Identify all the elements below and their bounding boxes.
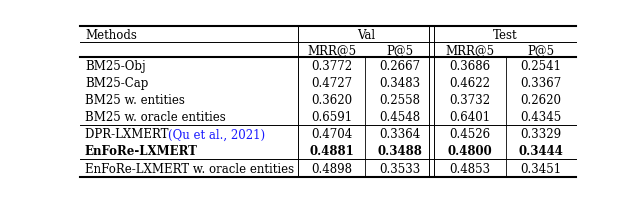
Text: 0.4881: 0.4881 xyxy=(309,145,354,158)
Text: BM25-Obj: BM25-Obj xyxy=(85,60,145,73)
Text: Test: Test xyxy=(493,28,518,41)
Text: 0.3620: 0.3620 xyxy=(311,94,352,107)
Text: (Qu et al., 2021): (Qu et al., 2021) xyxy=(168,128,266,141)
Text: 0.2620: 0.2620 xyxy=(520,94,561,107)
Text: 0.3364: 0.3364 xyxy=(380,128,420,141)
Text: 0.4800: 0.4800 xyxy=(448,145,492,158)
Text: 0.4704: 0.4704 xyxy=(311,128,353,141)
Text: P@5: P@5 xyxy=(387,44,413,57)
Text: 0.2667: 0.2667 xyxy=(380,60,420,73)
Text: 0.3686: 0.3686 xyxy=(449,60,491,73)
Text: EnFoRe-LXMERT: EnFoRe-LXMERT xyxy=(85,145,198,158)
Text: DPR-LXMERT: DPR-LXMERT xyxy=(85,128,172,141)
Text: 0.4526: 0.4526 xyxy=(449,128,491,141)
Text: EnFoRe-LXMERT w. oracle entities: EnFoRe-LXMERT w. oracle entities xyxy=(85,162,294,175)
Text: 0.3483: 0.3483 xyxy=(380,77,420,90)
Text: 0.3451: 0.3451 xyxy=(520,162,561,175)
Text: 0.2541: 0.2541 xyxy=(520,60,561,73)
Text: 0.4853: 0.4853 xyxy=(449,162,491,175)
Text: Methods: Methods xyxy=(85,28,137,41)
Text: 0.4345: 0.4345 xyxy=(520,111,561,124)
Text: BM25 w. oracle entities: BM25 w. oracle entities xyxy=(85,111,226,124)
Text: 0.3444: 0.3444 xyxy=(518,145,563,158)
Text: MRR@5: MRR@5 xyxy=(445,44,495,57)
Text: 0.3772: 0.3772 xyxy=(311,60,352,73)
Text: 0.3488: 0.3488 xyxy=(378,145,422,158)
Text: 0.6591: 0.6591 xyxy=(311,111,352,124)
Text: 0.2558: 0.2558 xyxy=(380,94,420,107)
Text: 0.3329: 0.3329 xyxy=(520,128,561,141)
Text: 0.4898: 0.4898 xyxy=(311,162,352,175)
Text: 0.3732: 0.3732 xyxy=(449,94,491,107)
Text: 0.4727: 0.4727 xyxy=(311,77,352,90)
Text: MRR@5: MRR@5 xyxy=(307,44,356,57)
Text: 0.4548: 0.4548 xyxy=(380,111,420,124)
Text: 0.3533: 0.3533 xyxy=(380,162,420,175)
Text: 0.3367: 0.3367 xyxy=(520,77,561,90)
Text: BM25-Cap: BM25-Cap xyxy=(85,77,148,90)
Text: P@5: P@5 xyxy=(527,44,554,57)
Text: 0.4622: 0.4622 xyxy=(450,77,491,90)
Text: BM25 w. entities: BM25 w. entities xyxy=(85,94,185,107)
Text: 0.6401: 0.6401 xyxy=(449,111,491,124)
Text: Val: Val xyxy=(357,28,376,41)
